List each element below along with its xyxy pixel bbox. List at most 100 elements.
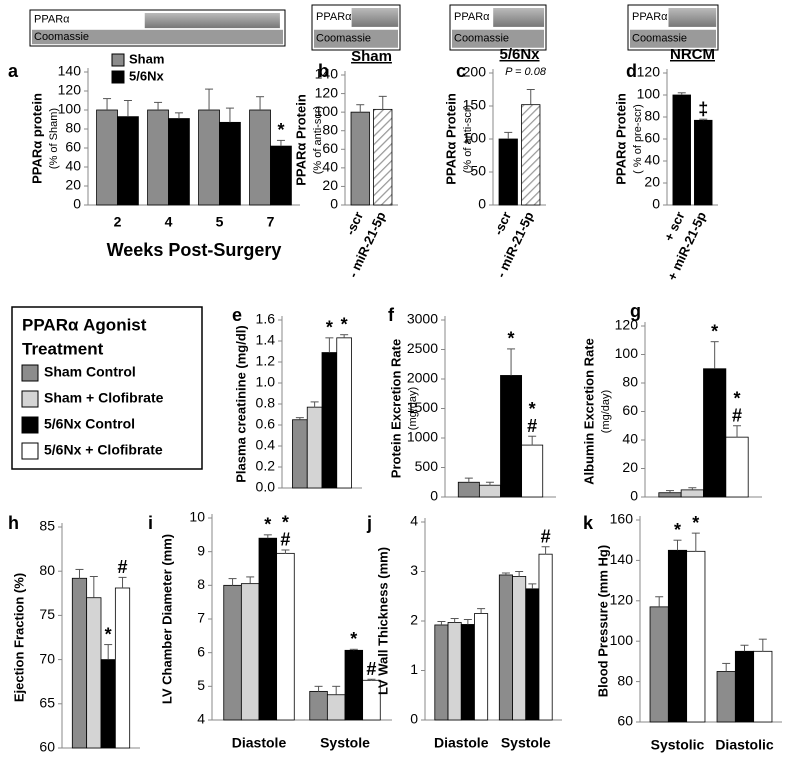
y-tick-label: 1.4: [256, 332, 276, 348]
legend-title: Treatment: [22, 339, 104, 358]
bar: [478, 484, 501, 498]
y-tick-label: 120: [615, 317, 639, 333]
panel-letter: a: [8, 61, 19, 81]
y-tick-label: 7: [197, 610, 205, 626]
y-tick-label: 0: [478, 196, 486, 212]
bar: [276, 552, 295, 721]
legend-label: Sham Control: [44, 364, 136, 380]
error-bar: [154, 101, 163, 110]
error-bar: [310, 401, 319, 408]
bar: [114, 587, 131, 749]
y-tick-label: 0.4: [256, 437, 276, 453]
y-axis-label: (mg/day): [600, 390, 612, 433]
bar: [117, 116, 139, 206]
bar: [306, 406, 323, 489]
bar: [223, 584, 242, 721]
error-bar: [340, 334, 349, 338]
panel-letter: b: [318, 61, 329, 81]
panel-letter: c: [456, 61, 466, 81]
treatment-legend: PPARα Agonist Treatment: [11, 306, 203, 470]
error-bar: [228, 578, 237, 586]
bar: [521, 104, 541, 206]
y-tick-label: 0.2: [256, 458, 276, 474]
y-tick-label: 160: [610, 511, 634, 527]
error-bar: [541, 546, 550, 555]
legend-label: Sham: [129, 51, 164, 66]
error-bar: [526, 89, 535, 105]
error-bar: [733, 425, 742, 438]
bar: [457, 481, 480, 498]
y-axis-label: PPARα Protein: [443, 93, 458, 185]
y-tick-label: 6: [197, 643, 205, 659]
y-tick-label: 0: [630, 488, 638, 504]
legend-label: 5/6Nx: [129, 68, 164, 83]
y-axis-label: PPARα protein: [29, 93, 44, 184]
error-bar: [691, 532, 700, 552]
bar: [100, 659, 116, 749]
bar: [326, 694, 346, 721]
y-tick-label: 20: [65, 177, 81, 193]
panel-title: Sham: [351, 48, 392, 65]
bar: [249, 109, 271, 206]
y-axis-label: Protein Excretion Rate: [388, 339, 403, 478]
y-axis-label: (% of Sham): [48, 108, 60, 169]
error-bar: [740, 644, 749, 652]
error-bar: [276, 139, 285, 147]
bar: [460, 624, 475, 721]
error-bar: [263, 534, 272, 539]
y-tick-label: 20: [622, 459, 638, 475]
error-bar: [104, 644, 113, 660]
error-bar: [463, 619, 472, 625]
error-bar: [225, 107, 234, 123]
y-tick-label: 500: [415, 458, 439, 474]
error-bar: [507, 348, 516, 376]
y-tick-label: 140: [58, 63, 82, 79]
significance-mark: *: [341, 314, 348, 334]
error-bar: [118, 576, 127, 588]
significance-mark: *: [734, 389, 741, 409]
significance-mark: *: [350, 629, 357, 649]
bar: [716, 671, 736, 723]
significance-mark: *: [674, 520, 681, 540]
panel: f Protein Excretion Rate (mg/day) 0 500 1000 1…: [388, 305, 556, 504]
bar: [474, 613, 489, 721]
y-tick-label: 85: [39, 518, 55, 534]
legend-swatch: [111, 70, 125, 84]
blot-band: [351, 8, 399, 27]
y-tick-label: 5: [197, 677, 205, 693]
error-bar: [281, 549, 290, 554]
error-bar: [295, 417, 304, 420]
bar: [525, 588, 540, 721]
panel-letter: k: [583, 513, 594, 533]
bar: [86, 597, 102, 749]
bar: [344, 649, 364, 721]
y-tick-label: 80: [617, 672, 633, 688]
bar: [198, 109, 220, 206]
significance-mark: #: [366, 659, 376, 679]
y-tick-label: 150: [463, 97, 487, 113]
panel-letter: d: [626, 61, 637, 81]
bar: [321, 352, 338, 489]
x-tick-label: Systole: [320, 735, 370, 751]
y-tick-label: 1.0: [256, 374, 276, 390]
y-tick-label: 70: [39, 650, 55, 666]
significance-mark: *: [277, 120, 284, 140]
error-bar: [710, 341, 719, 369]
error-bar: [677, 92, 686, 95]
y-axis-label: PPARα Protein: [293, 94, 308, 186]
error-bar: [332, 685, 341, 695]
blot-label: PPARα: [316, 11, 352, 23]
legend-swatch: [21, 442, 39, 460]
y-axis-label: ( % of pre-scr): [632, 104, 644, 174]
panel-title: NRCM: [670, 46, 715, 63]
panel-letter: h: [8, 513, 19, 533]
bar: [373, 108, 393, 206]
blot-label: PPARα: [34, 14, 70, 26]
error-bar: [450, 618, 459, 623]
error-bar: [378, 95, 387, 110]
y-tick-label: 1.6: [256, 311, 276, 327]
error-bar: [515, 571, 524, 577]
error-bar: [699, 118, 708, 121]
x-axis-label: Weeks Post-Surgery: [107, 240, 282, 260]
